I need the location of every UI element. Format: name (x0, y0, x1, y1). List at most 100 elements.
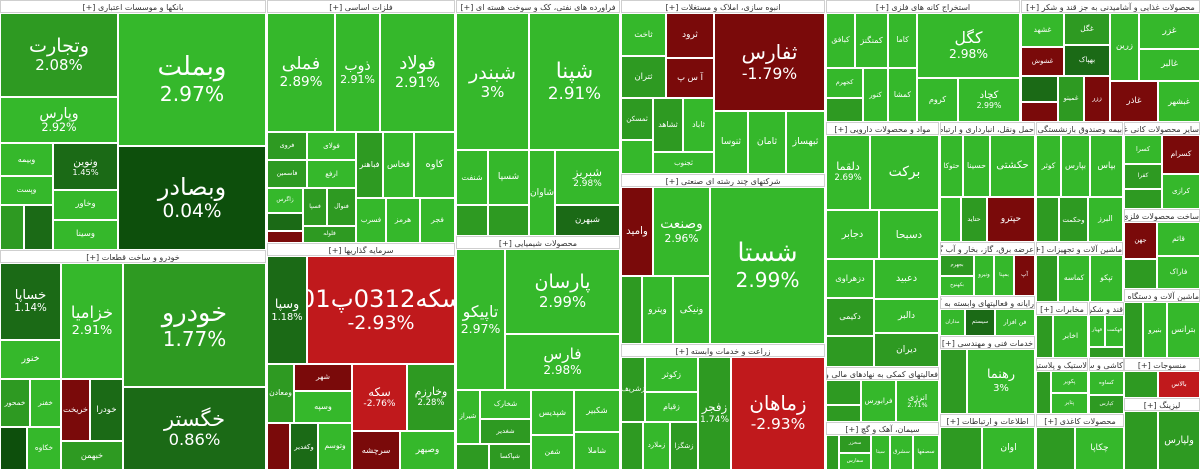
treemap-tile[interactable] (0, 427, 27, 470)
treemap-tile[interactable]: وسینا (53, 220, 118, 250)
treemap-tile[interactable]: وتوسم (318, 423, 352, 470)
treemap-tile[interactable] (940, 197, 961, 242)
treemap-tile[interactable]: غبشهر (1158, 81, 1200, 122)
treemap-tile[interactable]: جهن (1124, 222, 1157, 259)
treemap-tile[interactable]: وپارس 2.92% (0, 97, 118, 143)
treemap-tile[interactable]: زکوثر (645, 357, 698, 392)
treemap-sector[interactable]: انبوه سازی، املاک و مستغلات [+] ثفارس -1.7… (621, 0, 825, 174)
sector-title[interactable]: محصولات شیمیایی [+] (456, 236, 620, 249)
treemap-tile[interactable]: کنور (863, 68, 888, 122)
treemap-tile[interactable]: کاوه (414, 132, 455, 198)
treemap-tile[interactable]: پتایر (1051, 393, 1088, 414)
treemap-tile[interactable] (826, 435, 839, 470)
sector-title[interactable]: فلزات اساسی [+] (267, 0, 455, 13)
treemap-tile[interactable] (1124, 371, 1158, 398)
treemap-tile[interactable]: چکاپا (1075, 427, 1124, 470)
treemap-tile[interactable]: فنوال (327, 188, 356, 226)
treemap-tile[interactable]: شفن (531, 435, 574, 470)
sector-title[interactable]: لیزینگ [+] (1124, 398, 1200, 411)
treemap-tile[interactable]: بنیرو (1143, 302, 1167, 358)
treemap-tile[interactable]: دکیمی (826, 298, 874, 336)
treemap-sector[interactable]: مواد و محصولات دارویی [+] برکت دلقما 2.69% د… (826, 122, 939, 367)
treemap-tile[interactable]: سیتا (871, 435, 890, 470)
sector-title[interactable]: ماشین آلات و دستگاه های برقی [+] (1124, 289, 1200, 302)
sector-title[interactable]: فعالیتهای کمکی به نهادهای مالی واسط [+] (826, 367, 939, 380)
treemap-tile[interactable]: ثنوسا (714, 111, 748, 174)
treemap-tile[interactable]: فجر (420, 198, 455, 243)
treemap-tile[interactable]: اخابر (1053, 315, 1088, 358)
treemap-tile[interactable]: ونیکی (673, 276, 710, 344)
treemap-tile[interactable]: ثشاهد (653, 98, 683, 152)
treemap-tile[interactable]: سفارس (839, 453, 871, 470)
treemap-tile[interactable]: شپدیس (531, 390, 574, 435)
treemap-tile[interactable]: بپارس (1061, 135, 1090, 197)
sector-title[interactable]: شرکتهای چند رشته ای صنعتی [+] (621, 174, 825, 187)
treemap-tile[interactable] (1021, 102, 1058, 122)
treemap-tile[interactable]: فاسمین (267, 160, 307, 188)
treemap-tile[interactable]: غزر (1139, 13, 1200, 49)
treemap-tile[interactable] (621, 140, 653, 174)
treemap-tile[interactable]: ذوب 2.91% (335, 13, 380, 132)
sector-title[interactable]: منسوجات [+] (1124, 358, 1200, 371)
treemap-tile[interactable]: فسرب (356, 198, 386, 243)
treemap-tile[interactable]: غالبر (1139, 49, 1200, 81)
treemap-tile[interactable]: کجهرم (826, 68, 863, 98)
treemap-tile[interactable]: حتاید (961, 197, 987, 242)
treemap-tile[interactable]: زاگرس (267, 188, 303, 213)
sector-title[interactable]: سرمایه گذاریها [+] (267, 243, 455, 256)
treemap-tile[interactable]: پارسان 2.99% (505, 249, 620, 334)
treemap-sector[interactable]: خودرو و ساخت قطعات [+] خودرو 1.77% خگستر 0.8… (0, 250, 266, 470)
treemap-sector[interactable]: کاشی و سرامیک [+] کساوه کپارس (1089, 358, 1124, 414)
treemap-tile[interactable]: بهپاک (1064, 45, 1110, 76)
treemap-tile[interactable]: رهنما 3% (967, 349, 1035, 414)
treemap-tile[interactable]: وپترو (642, 276, 673, 344)
treemap-tile[interactable]: دلقما 2.69% (826, 135, 870, 210)
treemap-sector[interactable]: محصولات غذایی و آشامیدنی به جز قند و شکر… (1021, 0, 1200, 122)
treemap-tile[interactable]: بمپنا (994, 255, 1014, 296)
treemap-tile[interactable]: ثامان (748, 111, 786, 174)
treemap-tile[interactable]: ثفارس -1.79% (714, 13, 825, 111)
sector-title[interactable]: زراعت و خدمات وابسته [+] (621, 344, 825, 357)
sector-title[interactable]: رایانه و فعالیتهای وابسته به آن [+] (940, 296, 1035, 309)
treemap-tile[interactable]: وبملت 2.97% (118, 13, 266, 146)
sector-title[interactable]: محصولات غذایی و آشامیدنی به جز قند و شکر… (1021, 0, 1200, 13)
treemap-tile[interactable]: بجهرم (940, 255, 974, 276)
treemap-sector[interactable]: بیمه وصندوق بازنشستگی به جز تامین اجتماع… (1036, 122, 1123, 242)
treemap-tile[interactable]: وخاور (53, 190, 118, 220)
sector-title[interactable]: مخابرات [+] (1036, 302, 1088, 315)
treemap-tile[interactable]: غگل (1064, 13, 1110, 45)
treemap-tile[interactable]: خریخت (61, 379, 90, 441)
treemap-tile[interactable]: سخزر (839, 435, 871, 453)
sector-title[interactable]: خودرو و ساخت قطعات [+] (0, 250, 266, 263)
treemap-tile[interactable]: آپ (1014, 255, 1035, 296)
treemap-tile[interactable]: زملارد (643, 422, 670, 470)
treemap-tile[interactable] (0, 205, 24, 250)
treemap-tile[interactable] (1089, 347, 1124, 358)
treemap-tile[interactable] (267, 231, 303, 243)
treemap-tile[interactable] (1124, 302, 1143, 358)
treemap-sector[interactable]: ماشین آلات و دستگاه های برقی [+] بترانس بن… (1124, 289, 1200, 358)
treemap-tile[interactable]: سصفها (913, 435, 939, 470)
treemap-tile[interactable]: زرین (1110, 13, 1139, 81)
treemap-tile[interactable] (1036, 315, 1053, 358)
treemap-sector[interactable]: حمل ونقل، انبارداری و ارتباطات [+] حکشتی ح… (940, 122, 1035, 242)
treemap-tile[interactable] (456, 205, 488, 236)
treemap-tile[interactable]: وصنعت 2.96% (653, 187, 710, 276)
treemap-tile[interactable]: سکه0312پ01-2.93% (307, 256, 455, 364)
sector-title[interactable]: فراورده های نفتی، کک و سوخت هسته ای [+] (456, 0, 620, 13)
treemap-tile[interactable]: خکاوه (27, 427, 61, 470)
treemap-tile[interactable]: اوان (982, 427, 1035, 470)
treemap-tile[interactable]: غمینو (1058, 76, 1084, 122)
treemap-tile[interactable]: فولای (307, 132, 356, 160)
treemap-tile[interactable] (1124, 259, 1157, 289)
treemap-tile[interactable]: دزهراوی (826, 259, 874, 298)
treemap-sector[interactable]: محصولات شیمیایی [+] پارسان 2.99% فارس 2.98% ت… (456, 236, 620, 470)
treemap-tile[interactable]: وبیمه (0, 143, 53, 176)
treemap-tile[interactable]: فسپا (303, 188, 327, 226)
treemap-tile[interactable] (1036, 255, 1058, 302)
treemap-tile[interactable]: خبهمن (61, 441, 123, 470)
treemap-tile[interactable]: انرژی 2.71% (896, 380, 939, 422)
sector-title[interactable]: سایر محصولات کانی غیرفلزی [+] (1124, 122, 1200, 135)
treemap-sector[interactable]: منسوجات [+] بالاس (1124, 358, 1200, 398)
treemap-tile[interactable]: ولپارس (1158, 411, 1200, 470)
